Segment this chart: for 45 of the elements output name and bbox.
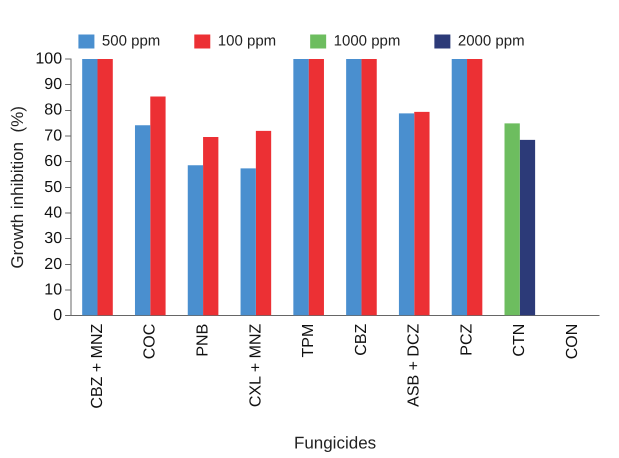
bar (467, 59, 482, 316)
bar (188, 165, 204, 316)
legend-label: 100 ppm (218, 32, 276, 50)
bar (293, 59, 309, 316)
y-axis-title: Growth inhibition (%) (8, 106, 27, 269)
y-tick-label: 40 (44, 204, 62, 222)
y-tick-label: 50 (44, 178, 62, 196)
x-tick-label: CXL + MNZ (247, 323, 264, 408)
legend-label: 1000 ppm (334, 32, 400, 50)
bar (240, 168, 256, 316)
x-tick-label: PNB (194, 324, 212, 357)
x-tick-label: CON (564, 324, 582, 360)
y-tick-label: 70 (44, 127, 62, 144)
y-tick-label: 90 (44, 76, 62, 94)
y-tick-label: 20 (44, 256, 62, 273)
y-tick-label: 60 (44, 153, 62, 170)
x-tick-label: TPM (300, 324, 318, 358)
legend-label: 500 ppm (102, 32, 160, 50)
x-tick-label: ASB + DCZ (406, 323, 423, 407)
bar (520, 140, 536, 316)
bar (134, 125, 150, 316)
bar (398, 113, 414, 316)
bar (150, 96, 166, 316)
bar (97, 59, 113, 316)
y-tick-label: 30 (44, 230, 62, 248)
legend-label: 2000 ppm (458, 32, 525, 50)
x-tick-label: CTN (511, 324, 528, 357)
bar (452, 59, 468, 316)
bar (346, 59, 362, 316)
x-tick-label: PCZ (458, 323, 476, 356)
bar (308, 59, 324, 316)
x-tick-label: CBZ + MNZ (88, 323, 106, 409)
y-tick-label: 80 (44, 102, 62, 119)
y-tick-label: 10 (44, 281, 62, 298)
x-tick-label: CBZ (352, 323, 370, 356)
bar (82, 59, 98, 316)
y-tick-label: 100 (35, 50, 62, 68)
bar (361, 59, 377, 316)
bar (414, 112, 430, 316)
y-tick-label: 0 (53, 307, 62, 324)
bar (256, 130, 272, 316)
x-tick-label: COC (142, 324, 159, 360)
bar (504, 123, 520, 316)
x-axis-title: Fungicides (294, 433, 376, 452)
bar (203, 137, 218, 316)
